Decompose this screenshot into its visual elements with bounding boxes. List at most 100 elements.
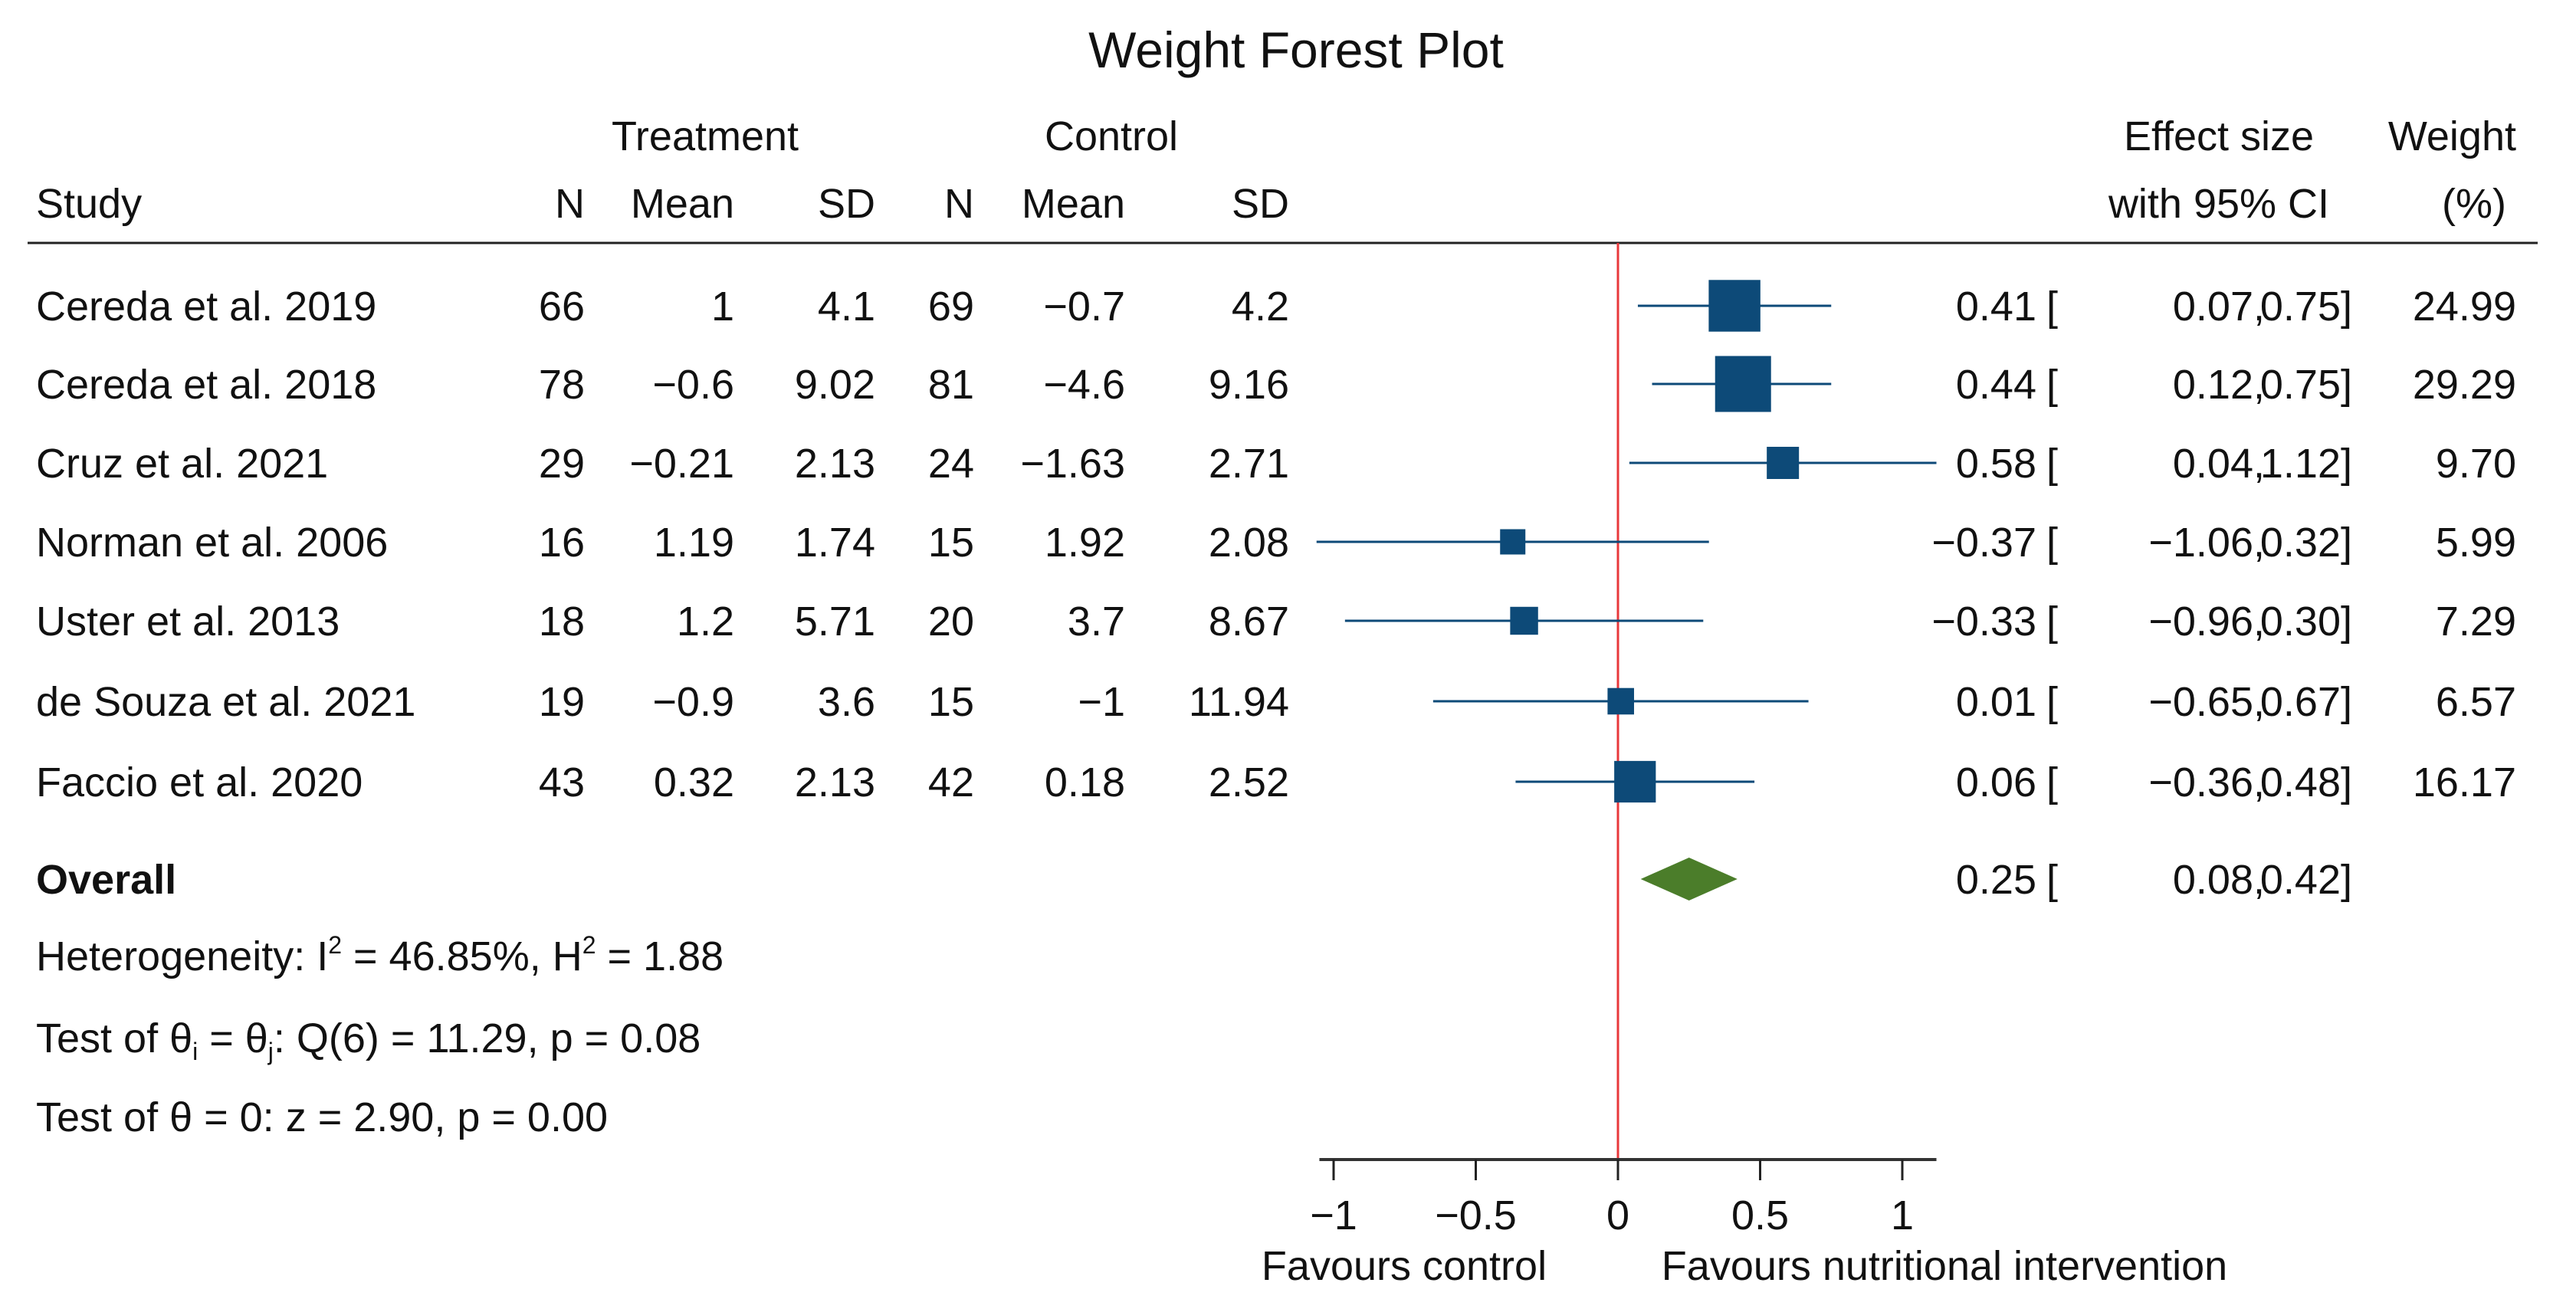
ci-lower: 0.07,	[2173, 284, 2265, 330]
ci-upper: 1.12]	[2260, 441, 2352, 487]
header-col: Mean	[631, 181, 734, 227]
header-ci: with 95% CI	[2108, 181, 2329, 227]
ci-bracket: [	[2046, 284, 2058, 330]
ci-lower: 0.12,	[2173, 362, 2265, 408]
ci-bracket: [	[2046, 599, 2058, 645]
study-name: Cruz et al. 2021	[36, 441, 328, 487]
effect-estimate: 0.01	[1956, 679, 2036, 725]
study-value: 8.67	[1209, 599, 1289, 645]
effect-estimate: 0.41	[1956, 284, 2036, 330]
x-tick-label: −0.5	[1435, 1193, 1517, 1238]
test-between-stat-part: j	[267, 1038, 274, 1065]
test-between-stat-part: : Q(6) = 11.29, p = 0.08	[274, 1015, 701, 1061]
effect-estimate: 0.44	[1956, 362, 2036, 408]
heterogeneity-stat: Heterogeneity: I2 = 46.85%, H2 = 1.88	[36, 931, 724, 979]
study-value: 2.71	[1209, 441, 1289, 487]
study-value: 4.1	[818, 284, 875, 330]
study-name: Cereda et al. 2019	[36, 284, 376, 330]
heterogeneity-stat-part: 2	[582, 931, 596, 959]
study-value: 9.16	[1209, 362, 1289, 408]
heterogeneity-stat-part: 2	[328, 931, 342, 959]
ci-lower: −0.96,	[2148, 599, 2265, 645]
header-weight: Weight	[2388, 113, 2516, 159]
study-value: −1	[1078, 679, 1125, 725]
effect-marker	[1767, 446, 1800, 480]
study-value: 24	[928, 441, 974, 487]
study-value: 69	[928, 284, 974, 330]
header-treatment: Treatment	[612, 113, 799, 159]
study-value: −4.6	[1043, 362, 1125, 408]
study-name: de Souza et al. 2021	[36, 679, 415, 725]
ci-bracket: [	[2046, 759, 2058, 805]
effect-marker	[1614, 760, 1656, 803]
study-weight: 24.99	[2413, 284, 2516, 330]
ci-upper: 0.32]	[2260, 520, 2352, 566]
header-col: SD	[1232, 181, 1289, 227]
test-between-stat-part: Test of θ	[36, 1015, 192, 1061]
favours-left-label: Favours control	[1262, 1243, 1547, 1289]
effect-marker	[1607, 687, 1634, 715]
study-value: 0.32	[654, 759, 734, 805]
study-value: 3.7	[1068, 599, 1125, 645]
header-col: N	[555, 181, 585, 227]
study-value: 1.74	[795, 520, 875, 566]
study-value: 66	[539, 284, 585, 330]
study-value: 5.71	[795, 599, 875, 645]
effect-estimate: −0.33	[1931, 599, 2036, 645]
header-weight-pct: (%)	[2442, 181, 2506, 227]
study-value: −0.21	[629, 441, 734, 487]
ci-upper: 0.30]	[2260, 599, 2352, 645]
ci-bracket: [	[2046, 520, 2058, 566]
study-value: 9.02	[795, 362, 875, 408]
chart-title: Weight Forest Plot	[1088, 21, 1504, 78]
study-value: −0.7	[1043, 284, 1125, 330]
ci-upper: 0.67]	[2260, 679, 2352, 725]
study-name: Faccio et al. 2020	[36, 759, 363, 805]
study-value: 11.94	[1189, 679, 1289, 725]
effect-estimate: 0.58	[1956, 441, 2036, 487]
effect-estimate: 0.06	[1956, 759, 2036, 805]
test-between-stat-part: i	[192, 1038, 198, 1065]
ci-upper: 0.75]	[2260, 362, 2352, 408]
header-col: N	[944, 181, 974, 227]
header-col: Mean	[1022, 181, 1125, 227]
heterogeneity-stat-part: = 46.85%, H	[342, 933, 582, 979]
study-weight: 6.57	[2436, 679, 2516, 725]
study-value: 15	[928, 679, 974, 725]
study-value: 2.52	[1209, 759, 1289, 805]
study-value: −1.63	[1020, 441, 1125, 487]
study-value: 43	[539, 759, 585, 805]
study-value: 1.92	[1045, 520, 1125, 566]
overall-ci-lower: 0.08,	[2173, 857, 2265, 903]
ci-upper: 0.48]	[2260, 759, 2352, 805]
test-zero-stat: Test of θ = 0: z = 2.90, p = 0.00	[36, 1094, 608, 1140]
study-value: 2.13	[795, 759, 875, 805]
overall-label: Overall	[36, 857, 176, 903]
favours-right-label: Favours nutritional intervention	[1662, 1243, 2227, 1289]
study-value: 20	[928, 599, 974, 645]
overall-diamond	[1640, 858, 1738, 901]
study-value: −0.9	[652, 679, 734, 725]
effect-marker	[1708, 280, 1761, 332]
x-tick-label: 0.5	[1731, 1193, 1789, 1238]
ci-lower: −1.06,	[2148, 520, 2265, 566]
study-weight: 16.17	[2413, 759, 2516, 805]
study-weight: 7.29	[2436, 599, 2516, 645]
study-value: 0.18	[1045, 759, 1125, 805]
ci-lower: 0.04,	[2173, 441, 2265, 487]
heterogeneity-stat-part: Heterogeneity: I	[36, 933, 328, 979]
study-value: 1	[711, 284, 734, 330]
study-value: 2.08	[1209, 520, 1289, 566]
effect-estimate: −0.37	[1931, 520, 2036, 566]
overall-ci-bracket: [	[2046, 857, 2058, 903]
header-study: Study	[36, 181, 142, 227]
x-tick-label: −1	[1310, 1193, 1357, 1238]
ci-bracket: [	[2046, 441, 2058, 487]
study-weight: 5.99	[2436, 520, 2516, 566]
study-weight: 9.70	[2436, 441, 2516, 487]
study-value: 42	[928, 759, 974, 805]
study-value: 1.2	[677, 599, 734, 645]
study-value: 1.19	[654, 520, 734, 566]
study-value: −0.6	[652, 362, 734, 408]
